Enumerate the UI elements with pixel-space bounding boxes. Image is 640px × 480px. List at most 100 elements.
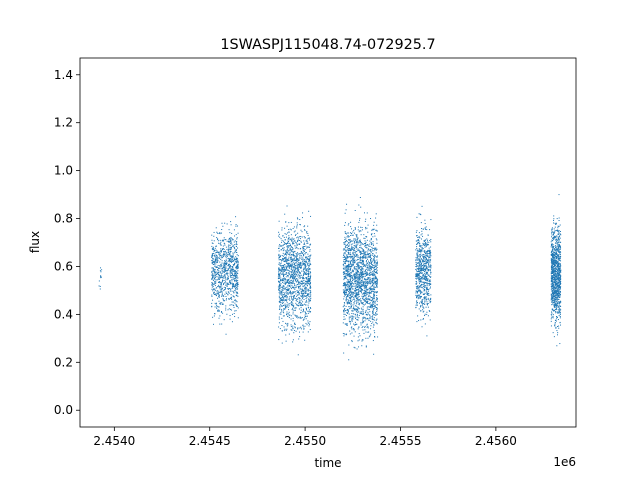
data-point (416, 285, 418, 287)
data-point (357, 288, 359, 290)
data-point (235, 310, 237, 312)
data-point (360, 307, 362, 309)
data-point (286, 288, 288, 290)
data-point (357, 311, 359, 313)
data-point (356, 294, 358, 296)
data-point (292, 281, 294, 283)
data-point (307, 274, 309, 276)
data-point (218, 295, 220, 297)
data-point (363, 281, 365, 283)
data-point (299, 253, 301, 255)
data-point (297, 253, 299, 255)
data-point (423, 285, 425, 287)
data-point (345, 233, 347, 235)
data-point (356, 319, 358, 321)
data-point (224, 288, 226, 290)
data-point (293, 291, 295, 293)
data-point (228, 260, 230, 262)
data-point (423, 275, 425, 277)
data-point (220, 255, 221, 257)
data-point (291, 309, 293, 311)
data-point (306, 240, 308, 242)
data-point (234, 259, 236, 261)
data-point (424, 289, 426, 291)
data-point (213, 240, 215, 242)
data-point (283, 288, 285, 290)
data-point (373, 261, 375, 263)
data-point (285, 242, 287, 244)
data-point (416, 235, 418, 237)
data-point (293, 286, 295, 288)
data-point (350, 240, 352, 242)
data-point (355, 305, 357, 307)
data-point (357, 319, 359, 321)
data-point (350, 297, 352, 299)
data-point (218, 286, 220, 288)
data-point (212, 246, 214, 248)
data-point (372, 261, 374, 263)
data-point (423, 293, 425, 295)
data-point (225, 262, 227, 264)
data-point (419, 271, 421, 273)
data-point (345, 269, 347, 271)
data-point (558, 308, 560, 310)
data-point (285, 252, 287, 254)
data-point (419, 266, 421, 268)
data-point (362, 268, 364, 270)
data-point (293, 263, 295, 265)
data-point (288, 292, 290, 294)
data-point (213, 291, 215, 293)
data-point (417, 243, 419, 245)
data-point (372, 302, 374, 304)
data-point (306, 232, 308, 234)
data-point (351, 341, 353, 343)
data-point (416, 297, 418, 299)
data-point (295, 307, 297, 309)
data-point (343, 284, 345, 286)
data-point (298, 308, 300, 310)
data-point (309, 279, 311, 281)
data-point (343, 298, 345, 300)
data-point (214, 250, 216, 252)
data-point (283, 258, 285, 260)
data-point (345, 273, 347, 274)
data-point (214, 277, 216, 279)
data-point (366, 326, 368, 328)
data-point (370, 257, 372, 259)
data-point (418, 289, 420, 291)
data-point (424, 292, 426, 294)
data-point (362, 273, 364, 275)
data-point (374, 295, 376, 297)
data-point (224, 293, 226, 295)
data-point (283, 308, 285, 310)
data-point (376, 269, 378, 271)
data-point (224, 255, 226, 257)
data-point (306, 269, 308, 271)
data-point (214, 269, 216, 271)
data-point (353, 303, 355, 305)
data-point (360, 285, 362, 287)
data-point (305, 280, 307, 282)
data-point (421, 269, 423, 271)
data-point (287, 246, 289, 248)
data-point (303, 319, 305, 321)
chart-title: 1SWASPJ115048.74-072925.7 (220, 37, 435, 53)
data-point (297, 236, 299, 238)
data-point (370, 254, 372, 256)
data-point (218, 255, 220, 257)
data-point (366, 302, 368, 304)
data-point (294, 265, 296, 267)
data-point (224, 270, 226, 272)
data-point (344, 294, 346, 296)
data-point (346, 302, 348, 304)
data-point (305, 292, 307, 294)
data-point (364, 240, 366, 242)
data-point (365, 318, 367, 320)
data-point (364, 303, 366, 305)
data-point (296, 264, 298, 266)
data-point (237, 288, 239, 290)
data-point (221, 289, 223, 291)
data-point (343, 279, 345, 281)
data-point (228, 251, 230, 253)
data-point (373, 257, 375, 259)
